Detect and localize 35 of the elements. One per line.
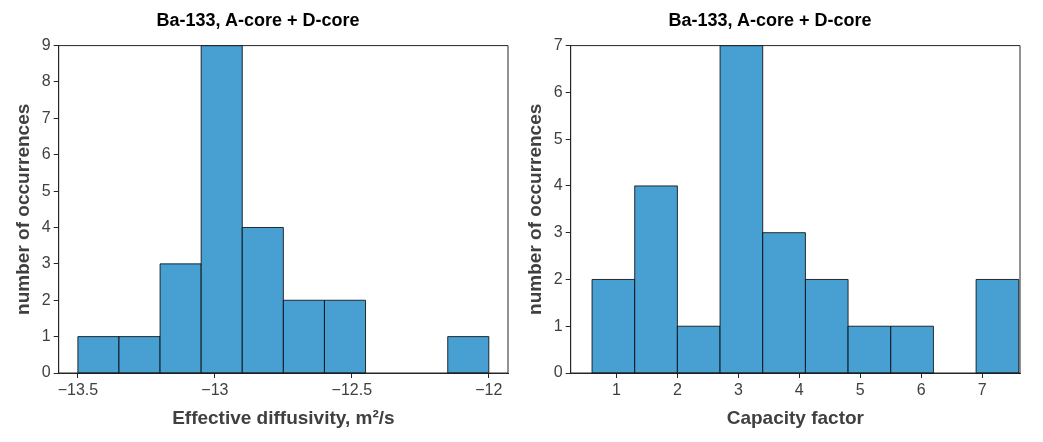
x-tick-label: 4 — [794, 381, 804, 399]
y-tick-label: 3 — [41, 254, 51, 272]
y-axis-title: number of occurrences — [11, 103, 33, 315]
x-tick-label: −12.5 — [331, 381, 373, 399]
y-tick-label: 1 — [41, 327, 51, 345]
y-axis-title: number of occurrences — [523, 103, 545, 315]
x-axis-title: Effective diffusivity, m²/s — [172, 406, 395, 428]
x-tick-label: 3 — [733, 381, 743, 399]
x-tick-label: 2 — [672, 381, 682, 399]
y-tick-label: 0 — [553, 363, 563, 381]
y-tick-label: 5 — [553, 129, 563, 147]
x-tick-label: 1 — [611, 381, 621, 399]
x-tick-label: 7 — [977, 381, 987, 399]
y-tick-label: 7 — [41, 108, 51, 126]
y-tick-label: 0 — [41, 363, 51, 381]
y-tick-label: 6 — [553, 82, 563, 100]
y-tick-label: 3 — [553, 223, 563, 241]
y-tick-label: 4 — [41, 217, 51, 235]
y-tick-label: 1 — [553, 316, 563, 334]
x-tick-label: 5 — [855, 381, 865, 399]
x-tick-label: −13.5 — [57, 381, 99, 399]
y-tick-label: 2 — [553, 269, 563, 287]
y-tick-label: 2 — [41, 290, 51, 308]
y-tick-label: 8 — [41, 72, 51, 90]
x-axis-title: Capacity factor — [726, 406, 865, 428]
y-tick-label: 6 — [41, 145, 51, 163]
y-tick-label: 4 — [553, 176, 563, 194]
chart-title: Ba-133, A-core + D-core — [668, 9, 872, 30]
y-tick-label: 9 — [41, 36, 51, 54]
y-tick-label: 5 — [41, 181, 51, 199]
x-tick-label: 6 — [916, 381, 926, 399]
x-tick-label: −12 — [475, 381, 503, 399]
chart-title: Ba-133, A-core + D-core — [156, 9, 360, 30]
y-tick-label: 7 — [553, 36, 563, 54]
x-tick-label: −13 — [201, 381, 229, 399]
